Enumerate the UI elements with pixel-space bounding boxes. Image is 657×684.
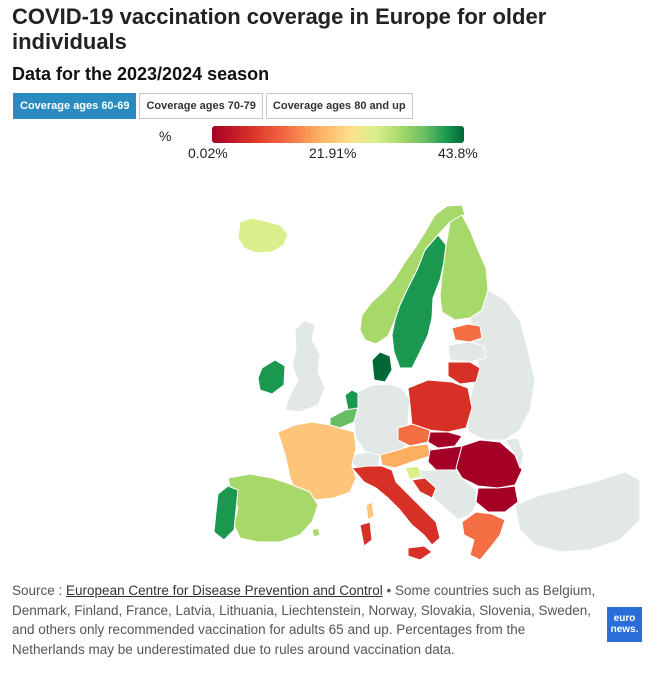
tab-coverage-60-69[interactable]: Coverage ages 60-69 xyxy=(13,93,137,119)
country-moldova xyxy=(504,437,525,469)
coverage-tabs: Coverage ages 60-69 Coverage ages 70-79 … xyxy=(13,93,413,119)
tab-coverage-80-up[interactable]: Coverage ages 80 and up xyxy=(265,93,413,119)
source-prefix: Source : xyxy=(12,583,67,598)
logo-line-2: news. xyxy=(610,624,639,635)
source-note: Source : European Centre for Disease Pre… xyxy=(12,581,597,659)
country-spain[interactable] xyxy=(227,473,319,543)
country-portugal[interactable] xyxy=(213,485,239,541)
source-note-text: • Some countries such as Belgium, Denmar… xyxy=(12,583,596,657)
country-estonia[interactable] xyxy=(451,323,483,343)
country-belgium[interactable] xyxy=(329,407,359,429)
legend-min-label: 0.02% xyxy=(188,145,228,161)
country-sicily[interactable] xyxy=(407,545,433,561)
legend-unit: % xyxy=(159,128,172,144)
euronews-logo: euro news. xyxy=(607,607,642,642)
country-finland[interactable] xyxy=(439,214,489,321)
tab-coverage-70-79[interactable]: Coverage ages 70-79 xyxy=(139,93,263,119)
legend-max-label: 43.8% xyxy=(438,145,478,161)
region-turkey-no-data xyxy=(514,471,641,553)
page-title: COVID-19 vaccination coverage in Europe … xyxy=(12,4,547,54)
country-germany xyxy=(353,383,413,459)
country-lithuania[interactable] xyxy=(447,361,481,385)
country-corsica[interactable] xyxy=(365,501,375,521)
logo-line-1: euro xyxy=(613,613,636,624)
legend-mid-label: 21.91% xyxy=(309,145,357,161)
country-bulgaria[interactable] xyxy=(475,485,519,513)
country-poland[interactable] xyxy=(407,379,473,433)
country-slovenia[interactable] xyxy=(404,465,423,481)
europe-map xyxy=(0,165,657,575)
country-sweden[interactable] xyxy=(391,234,447,369)
country-uk xyxy=(284,319,326,413)
country-ireland[interactable] xyxy=(257,359,286,395)
country-italy[interactable] xyxy=(351,465,441,546)
country-croatia[interactable] xyxy=(411,477,437,499)
country-norway[interactable] xyxy=(359,204,466,345)
country-denmark[interactable] xyxy=(371,351,393,383)
country-latvia[interactable] xyxy=(447,341,487,363)
country-sardinia[interactable] xyxy=(359,521,373,547)
source-link[interactable]: European Centre for Disease Prevention a… xyxy=(66,583,383,598)
region-east-no-data xyxy=(467,289,536,441)
country-iceland[interactable] xyxy=(237,217,289,254)
legend-color-scale xyxy=(212,126,464,143)
country-slovakia[interactable] xyxy=(427,431,463,449)
page-subtitle: Data for the 2023/2024 season xyxy=(12,64,270,84)
country-malta[interactable] xyxy=(311,527,321,538)
country-greece[interactable] xyxy=(461,511,506,561)
